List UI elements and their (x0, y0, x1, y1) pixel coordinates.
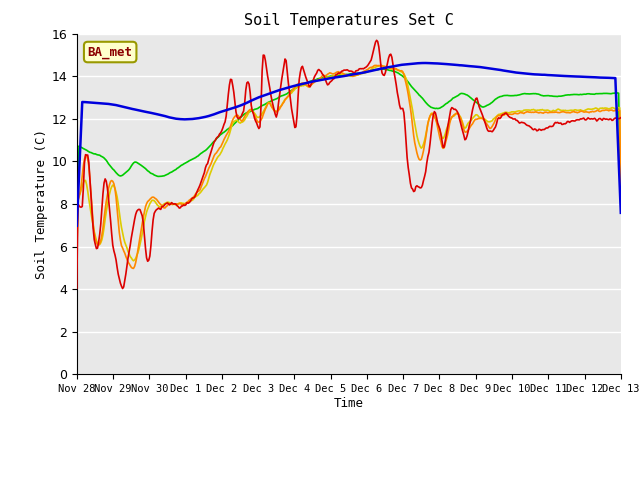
Line: -4cm: -4cm (77, 65, 621, 268)
Line: -2cm: -2cm (77, 40, 621, 288)
-8cm (332, 72, 340, 78)
-8cm (399, 70, 406, 75)
-32cm (397, 62, 404, 68)
-4cm (130, 265, 138, 271)
-2cm (332, 72, 340, 77)
Line: -8cm: -8cm (77, 65, 621, 261)
-2cm (521, 120, 529, 126)
-32cm (617, 210, 625, 216)
-2cm (606, 116, 614, 122)
-8cm (521, 107, 529, 113)
-32cm (335, 74, 342, 80)
-16cm (73, 234, 81, 240)
-2cm (369, 53, 376, 59)
-2cm (73, 286, 81, 291)
-4cm (606, 108, 614, 113)
-4cm (336, 70, 344, 75)
Y-axis label: Soil Temperature (C): Soil Temperature (C) (35, 129, 49, 279)
-32cm (420, 60, 428, 66)
-4cm (617, 196, 625, 202)
-4cm (369, 64, 376, 70)
-2cm (372, 37, 380, 43)
-32cm (605, 75, 612, 81)
-16cm (520, 91, 527, 96)
-16cm (335, 72, 342, 78)
Text: BA_met: BA_met (88, 46, 132, 59)
-16cm (605, 91, 612, 96)
-4cm (73, 257, 81, 263)
-2cm (617, 115, 625, 120)
-8cm (336, 71, 344, 77)
Line: -16cm: -16cm (77, 69, 621, 237)
-16cm (376, 66, 384, 72)
-8cm (73, 254, 81, 260)
-16cm (398, 72, 406, 78)
-4cm (377, 62, 385, 68)
-16cm (367, 68, 375, 73)
-4cm (521, 110, 529, 116)
-32cm (520, 71, 527, 76)
X-axis label: Time: Time (334, 397, 364, 410)
-8cm (606, 106, 614, 111)
-16cm (617, 203, 625, 209)
-8cm (130, 258, 138, 264)
-32cm (332, 74, 339, 80)
-16cm (332, 73, 339, 79)
-2cm (119, 286, 127, 291)
-32cm (367, 68, 375, 74)
Line: -32cm: -32cm (77, 63, 621, 226)
-8cm (369, 66, 376, 72)
-8cm (377, 62, 385, 68)
-2cm (399, 106, 406, 111)
-4cm (399, 69, 406, 74)
-2cm (336, 71, 344, 76)
-8cm (617, 194, 625, 200)
-4cm (332, 70, 340, 75)
-32cm (73, 223, 81, 228)
Title: Soil Temperatures Set C: Soil Temperatures Set C (244, 13, 454, 28)
